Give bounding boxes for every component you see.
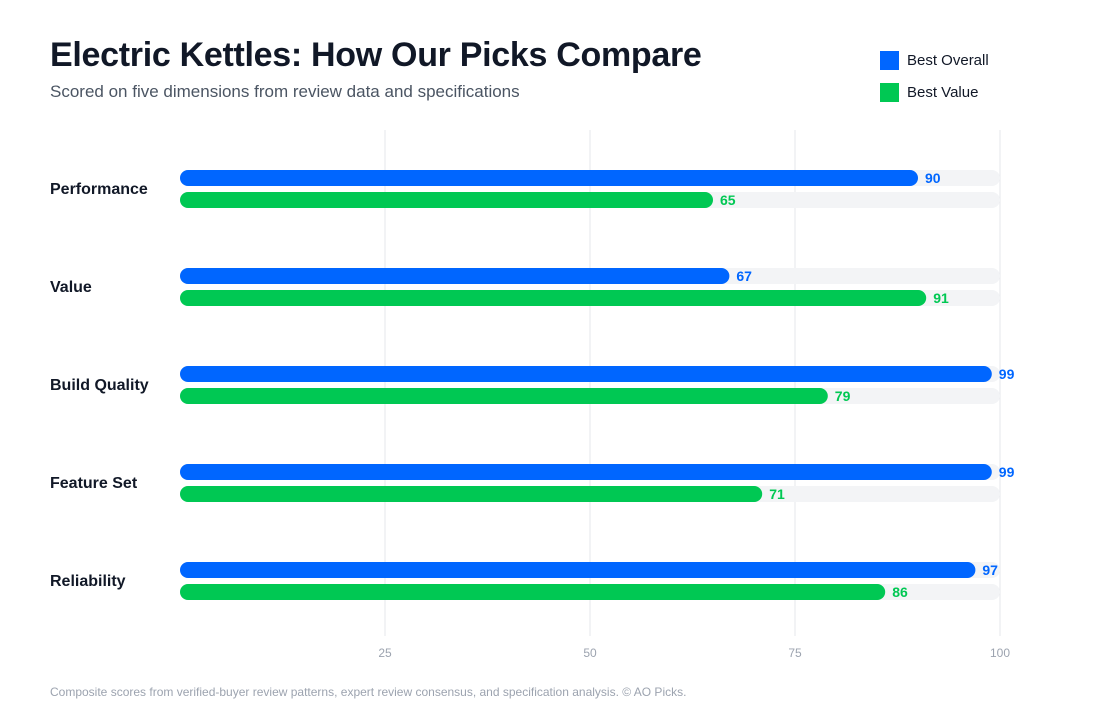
bar-reliability-best-value [180,584,886,600]
x-tick-label-25: 25 [378,646,392,660]
value-label-build-quality-best-overall: 99 [999,366,1015,382]
bar-reliability-best-overall [180,562,976,578]
category-label-feature-set: Feature Set [50,475,138,492]
value-label-value-best-overall: 67 [736,268,752,284]
chart-title: Electric Kettles: How Our Picks Compare [50,36,702,74]
x-tick-label-75: 75 [788,646,802,660]
footnote: Composite scores from verified-buyer rev… [50,685,687,699]
bar-build-quality-best-value [180,388,828,404]
legend-item-best-overall: Best Overall [880,44,989,76]
bar-value-best-value [180,290,927,306]
x-tick-label-100: 100 [990,646,1010,660]
value-label-performance-best-overall: 90 [925,170,941,186]
value-label-reliability-best-value: 86 [892,584,908,600]
legend-item-best-value: Best Value [880,76,989,108]
category-label-value: Value [50,279,92,296]
value-label-build-quality-best-value: 79 [835,388,851,404]
bar-build-quality-best-overall [180,366,992,382]
legend-label-best-value: Best Value [907,83,979,101]
value-label-value-best-value: 91 [933,290,949,306]
bar-performance-best-value [180,192,713,208]
category-label-reliability: Reliability [50,573,126,590]
x-tick-label-50: 50 [583,646,597,660]
bar-feature-set-best-value [180,486,763,502]
legend: Best Overall Best Value [880,44,989,108]
value-label-feature-set-best-overall: 99 [999,464,1015,480]
value-label-feature-set-best-value: 71 [769,486,785,502]
legend-swatch-best-value [880,82,899,102]
bar-performance-best-overall [180,170,918,186]
bar-feature-set-best-overall [180,464,992,480]
value-label-performance-best-value: 65 [720,192,736,208]
category-label-build-quality: Build Quality [50,377,149,394]
legend-swatch-best-overall [880,50,899,70]
legend-label-best-overall: Best Overall [907,51,989,69]
chart-subtitle: Scored on five dimensions from review da… [50,82,520,101]
category-label-performance: Performance [50,181,148,198]
value-label-reliability-best-overall: 97 [982,562,998,578]
bar-value-best-overall [180,268,730,284]
